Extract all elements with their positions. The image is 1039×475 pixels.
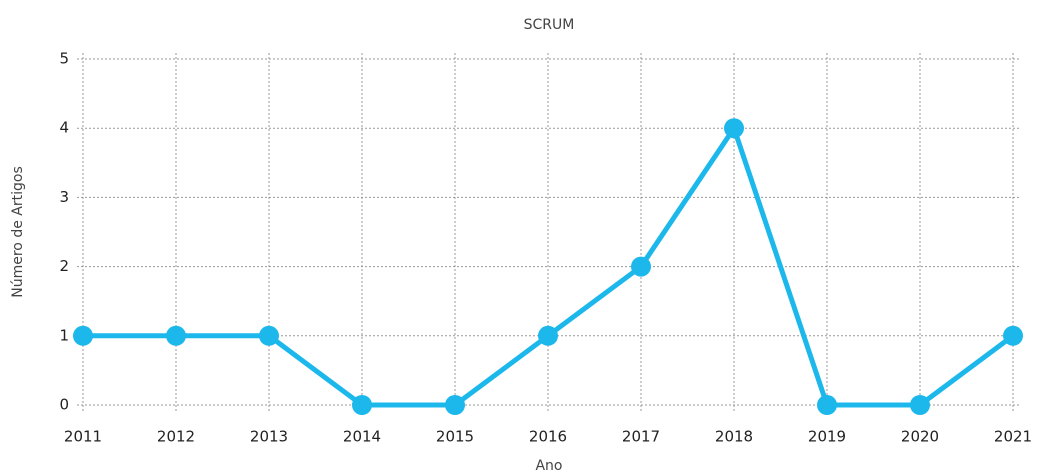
x-tick-label: 2017 [622,428,660,446]
y-tick-label: 1 [59,326,69,344]
x-tick-label: 2021 [994,428,1032,446]
point [817,395,837,415]
point [910,395,930,415]
point [73,325,93,346]
point [631,256,651,277]
y-tick-label: 2 [59,257,69,275]
y-axis-label: Número de Artigos [10,166,26,297]
x-tick-label: 2018 [715,428,753,446]
point [1003,325,1023,346]
x-tick-label: 2020 [901,428,939,446]
y-tick-label: 4 [59,119,69,137]
x-tick-label: 2014 [343,428,381,446]
y-tick-label: 3 [59,188,69,206]
x-tick-label: 2013 [250,428,288,446]
x-tick-label: 2011 [64,428,102,446]
point [352,395,372,415]
x-tick-label: 2012 [157,428,195,446]
point [259,325,279,346]
x-tick-label: 2016 [529,428,567,446]
y-tick-label: 0 [59,396,69,414]
point [724,118,744,139]
point [445,395,465,415]
point [538,325,558,346]
point [166,325,186,346]
chart-title: SCRUM [524,17,575,33]
y-tick-label: 5 [59,50,69,68]
x-tick-label: 2015 [436,428,474,446]
x-axis-label: Ano [535,458,562,474]
x-tick-label: 2019 [808,428,846,446]
